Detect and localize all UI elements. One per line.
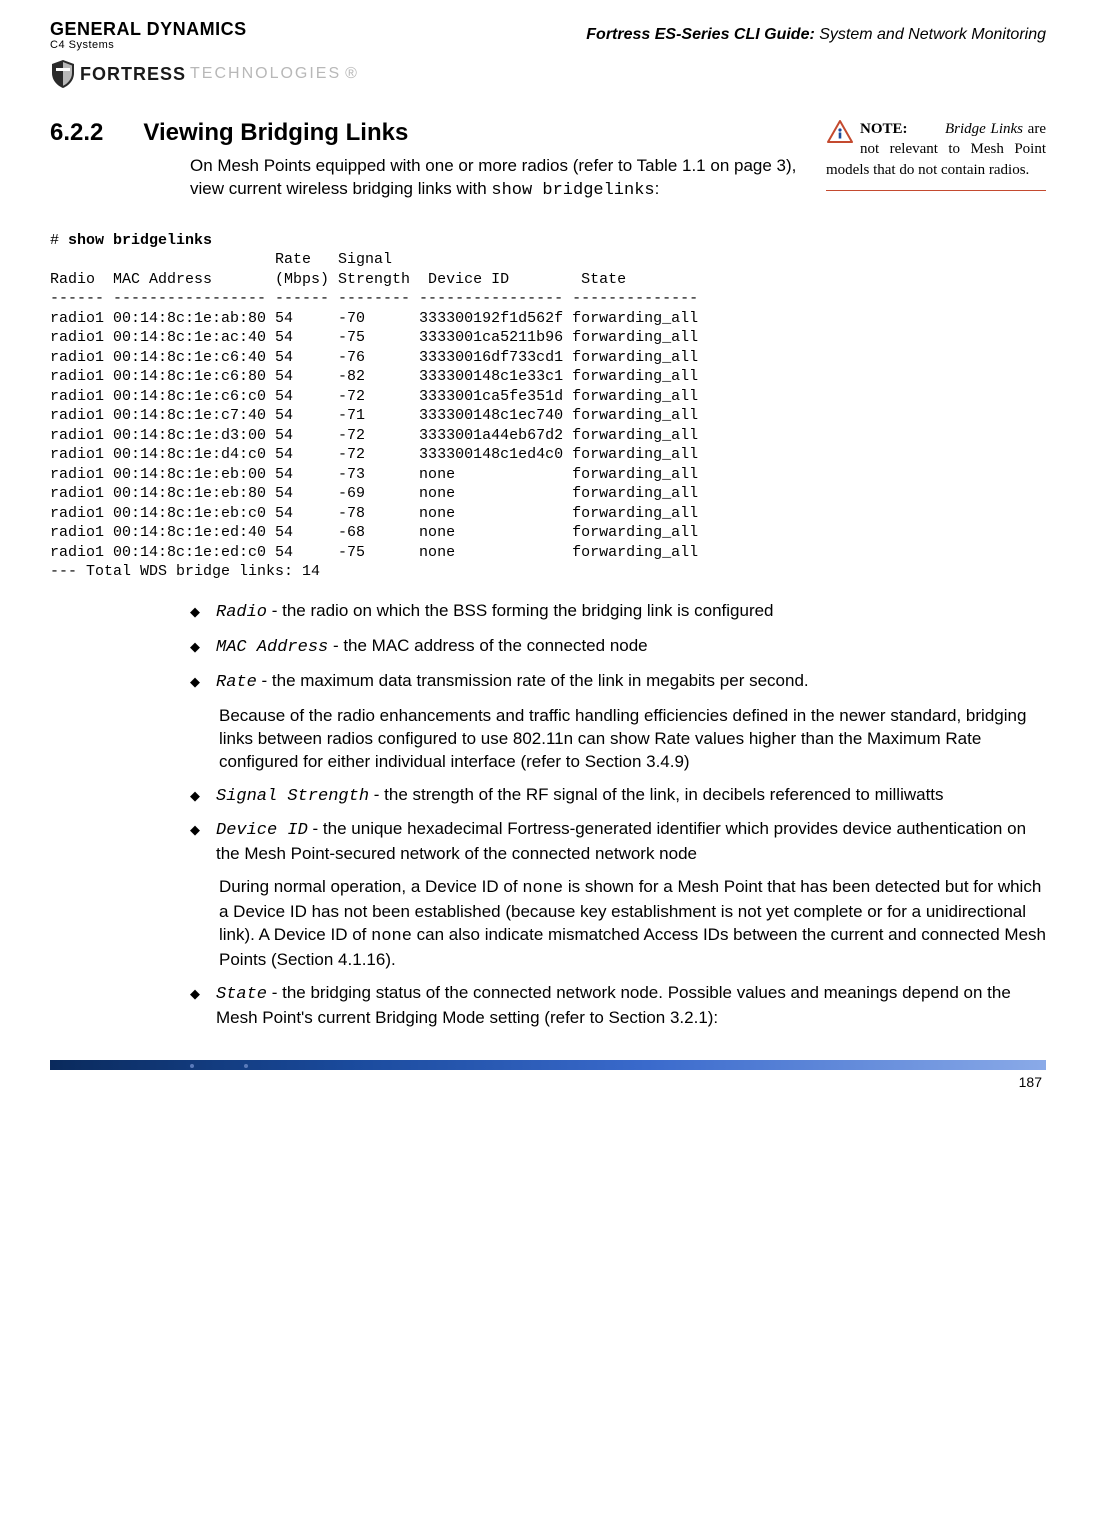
terminal-row: radio1 00:14:8c:1e:d4:c0 54 -72 33330014…	[50, 446, 698, 463]
intro-text-2: :	[655, 179, 660, 198]
diamond-icon: ◆	[190, 986, 200, 1030]
brand-left: FORTRESS	[80, 64, 186, 85]
bullet-text: Rate - the maximum data transmission rat…	[216, 670, 809, 695]
terminal-row: radio1 00:14:8c:1e:eb:00 54 -73 none for…	[50, 466, 698, 483]
terminal-header-1: Rate Signal	[50, 251, 392, 268]
bullet-list: ◆ Radio - the radio on which the BSS form…	[190, 600, 1046, 1030]
note-label: NOTE:	[860, 121, 908, 137]
bullet-rest: - the bridging status of the connected n…	[216, 983, 1011, 1027]
terminal-row: radio1 00:14:8c:1e:ed:c0 54 -75 none for…	[50, 544, 698, 561]
terminal-row: radio1 00:14:8c:1e:eb:c0 54 -78 none for…	[50, 505, 698, 522]
note-italic: Bridge Links	[945, 121, 1023, 137]
terminal-row: radio1 00:14:8c:1e:c6:80 54 -82 33330014…	[50, 368, 698, 385]
terminal-output: # show bridgelinks Rate Signal Radio MAC…	[50, 231, 1046, 582]
bullet-item: ◆ State - the bridging status of the conn…	[190, 982, 1046, 1030]
bullet-term: Radio	[216, 603, 267, 622]
doc-title-rest: System and Network Monitoring	[815, 26, 1046, 43]
terminal-row: radio1 00:14:8c:1e:d3:00 54 -72 3333001a…	[50, 427, 698, 444]
mono-inline: none	[522, 879, 563, 898]
bullet-term: Rate	[216, 673, 257, 692]
section-intro: On Mesh Points equipped with one or more…	[190, 155, 806, 203]
doc-title: Fortress ES-Series CLI Guide: System and…	[586, 26, 1046, 44]
page-number: 187	[50, 1074, 1046, 1090]
bullet-item: ◆ Signal Strength - the strength of the R…	[190, 784, 1046, 809]
bullet-rest: - the unique hexadecimal Fortress-genera…	[216, 819, 1026, 863]
gd-logo: GENERAL DYNAMICS C4 Systems	[50, 20, 247, 51]
terminal-row: radio1 00:14:8c:1e:c6:c0 54 -72 3333001c…	[50, 388, 698, 405]
section-number: 6.2.2	[50, 119, 103, 147]
company-sub: C4 Systems	[50, 40, 247, 51]
terminal-header-2: Radio MAC Address (Mbps) Strength Device…	[50, 271, 626, 288]
footer-bar	[50, 1060, 1046, 1070]
bullet-text: Device ID - the unique hexadecimal Fortr…	[216, 818, 1046, 866]
bullet-continue: During normal operation, a Device ID of …	[219, 876, 1046, 972]
diamond-icon: ◆	[190, 822, 200, 866]
bullet-text: Signal Strength - the strength of the RF…	[216, 784, 944, 809]
top-header: GENERAL DYNAMICS C4 Systems Fortress ES-…	[50, 20, 1046, 51]
bullet-item: ◆ Rate - the maximum data transmission ra…	[190, 670, 1046, 695]
fortress-brand: FORTRESSTECHNOLOGIES®	[50, 59, 1046, 89]
bullet-item: ◆ Device ID - the unique hexadecimal Fort…	[190, 818, 1046, 866]
bullet-text: MAC Address - the MAC address of the con…	[216, 635, 648, 660]
bullet-term: State	[216, 985, 267, 1004]
section-title: Viewing Bridging Links	[143, 119, 408, 147]
shield-icon	[50, 59, 76, 89]
diamond-icon: ◆	[190, 639, 200, 660]
note-box: NOTE: Bridge Links are not relevant to M…	[826, 119, 1046, 191]
reg-mark: ®	[345, 65, 359, 83]
diamond-icon: ◆	[190, 788, 200, 809]
bullet-term: MAC Address	[216, 638, 328, 657]
mono-inline: none	[371, 927, 412, 946]
bullet-term: Device ID	[216, 821, 308, 840]
bullet-item: ◆ Radio - the radio on which the BSS form…	[190, 600, 1046, 625]
company-main: GENERAL DYNAMICS	[50, 20, 247, 38]
bullet-rest: - the radio on which the BSS forming the…	[267, 601, 774, 620]
bullet-item: ◆ MAC Address - the MAC address of the co…	[190, 635, 1046, 660]
page: GENERAL DYNAMICS C4 Systems Fortress ES-…	[0, 0, 1096, 1120]
terminal-row: radio1 00:14:8c:1e:ed:40 54 -68 none for…	[50, 524, 698, 541]
intro-mono: show bridgelinks	[491, 181, 654, 200]
bullet-text: State - the bridging status of the conne…	[216, 982, 1046, 1030]
terminal-row: radio1 00:14:8c:1e:c7:40 54 -71 33330014…	[50, 407, 698, 424]
footer-dots	[190, 1057, 298, 1075]
terminal-footer: --- Total WDS bridge links: 14	[50, 563, 320, 580]
content-side: NOTE: Bridge Links are not relevant to M…	[826, 119, 1046, 203]
content-main: 6.2.2 Viewing Bridging Links On Mesh Poi…	[50, 119, 806, 203]
bullet-text: Radio - the radio on which the BSS formi…	[216, 600, 774, 625]
terminal-row: radio1 00:14:8c:1e:eb:80 54 -69 none for…	[50, 485, 698, 502]
bullet-rest: - the strength of the RF signal of the l…	[369, 785, 944, 804]
bullet-term: Signal Strength	[216, 787, 369, 806]
prompt: #	[50, 232, 68, 249]
brand-right: TECHNOLOGIES	[190, 65, 341, 83]
terminal-row: radio1 00:14:8c:1e:c6:40 54 -76 33330016…	[50, 349, 698, 366]
diamond-icon: ◆	[190, 604, 200, 625]
doc-title-bold: Fortress ES-Series CLI Guide:	[586, 26, 815, 43]
bullet-rest: - the maximum data transmission rate of …	[257, 671, 809, 690]
terminal-cmd: show bridgelinks	[68, 232, 212, 249]
bullet-rest: - the MAC address of the connected node	[328, 636, 647, 655]
info-icon	[826, 119, 854, 145]
bullet-continue: Because of the radio enhancements and tr…	[219, 705, 1046, 774]
diamond-icon: ◆	[190, 674, 200, 695]
terminal-row: radio1 00:14:8c:1e:ac:40 54 -75 3333001c…	[50, 329, 698, 346]
content-row: 6.2.2 Viewing Bridging Links On Mesh Poi…	[50, 119, 1046, 203]
terminal-row: radio1 00:14:8c:1e:ab:80 54 -70 33330019…	[50, 310, 698, 327]
terminal-divider: ------ ----------------- ------ --------…	[50, 290, 698, 307]
section-heading: 6.2.2 Viewing Bridging Links	[50, 119, 806, 147]
